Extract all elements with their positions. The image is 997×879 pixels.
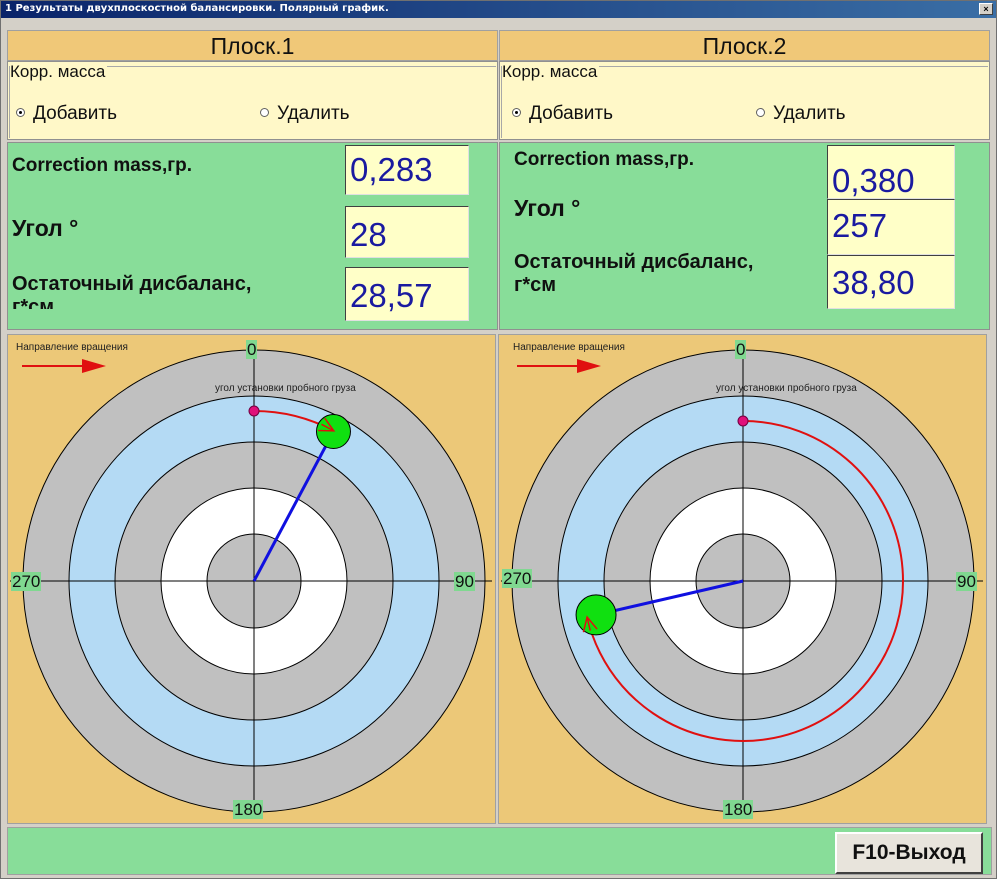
plane-2-remove-radio[interactable]: Удалить <box>756 103 846 125</box>
arc-arrowhead <box>318 417 336 432</box>
remove-label: Удалить <box>773 103 846 124</box>
correction-mass-frame <box>9 66 496 138</box>
title-bar: 1 Результаты двухплоскостной балансировк… <box>1 1 996 18</box>
correction-mass-caption: Correction mass,гр. <box>12 155 193 176</box>
angle-180-label: 180 <box>723 800 754 819</box>
correction-vector <box>595 579 744 617</box>
correction-mass-frame <box>501 66 988 138</box>
correction-mass-caption: Correction mass,гр. <box>514 149 695 170</box>
add-label: Добавить <box>529 103 613 124</box>
angle-180-label: 180 <box>233 800 264 819</box>
plane-2-results: Correction mass,гр. 0,380 Угол ° 257 Ост… <box>499 142 990 330</box>
correction-mass-label: Корр. масса <box>502 62 600 82</box>
window-title: 1 Результаты двухплоскостной балансировк… <box>5 3 389 14</box>
correction-vector <box>252 430 335 582</box>
plane-2-correction-mass-value: 0,380 <box>827 145 955 199</box>
polar-plot <box>501 345 983 817</box>
angle-90-label: 90 <box>454 572 475 591</box>
footer-bar: F10-Выход <box>7 827 992 875</box>
arc-arrowhead <box>582 615 598 633</box>
residual-caption: Остаточный дисбаланс, г*см <box>514 251 754 293</box>
plane-2-correction-mass-group: Корр. масса Добавить Удалить <box>499 61 990 140</box>
plane-2-add-radio[interactable]: Добавить <box>512 103 613 125</box>
plane-2-residual-value: 38,80 <box>827 255 955 309</box>
angle-0-label: 0 <box>735 340 747 359</box>
angle-90-label: 90 <box>956 572 977 591</box>
plane-1-correction-mass-value: 0,283 <box>345 145 469 195</box>
add-label: Добавить <box>33 103 117 124</box>
correction-weight-marker <box>575 594 617 636</box>
plane-1-remove-radio[interactable]: Удалить <box>260 103 350 125</box>
plane-2-polar-chart: Направление вращения угол установки проб… <box>498 334 987 824</box>
plane-1-add-radio[interactable]: Добавить <box>16 103 117 125</box>
angle-0-label: 0 <box>246 340 258 359</box>
angle-caption: Угол ° <box>514 195 581 221</box>
radio-checked-icon <box>16 108 25 117</box>
rotation-direction-arrow <box>517 359 601 373</box>
plane-1-correction-mass-group: Корр. масса Добавить Удалить <box>7 61 498 140</box>
residual-caption: Остаточный дисбаланс, г*см <box>12 273 252 309</box>
trial-angle-label: угол установки пробного груза <box>716 383 857 394</box>
plane-1-angle-value: 28 <box>345 206 469 258</box>
plane-1-panel: Плоск.1 Корр. масса Добавить Удалить Cor… <box>7 20 498 330</box>
close-button[interactable]: × <box>979 3 993 15</box>
plane-1-residual-value: 28,57 <box>345 267 469 321</box>
trial-to-correction-arc <box>586 420 904 742</box>
radio-checked-icon <box>512 108 521 117</box>
plane-1-results: Correction mass,гр. 0,283 Угол ° 28 Оста… <box>7 142 498 330</box>
trial-weight-dot <box>248 405 260 417</box>
exit-button[interactable]: F10-Выход <box>835 832 983 874</box>
plane-1-header: Плоск.1 <box>7 30 498 61</box>
trial-angle-label: угол установки пробного груза <box>215 383 356 394</box>
plane-1-polar-chart: Направление вращения угол установки проб… <box>7 334 496 824</box>
plane-2-angle-value: 257 <box>827 199 955 255</box>
plane-2-header: Плоск.2 <box>499 30 990 61</box>
angle-270-label: 270 <box>502 569 533 588</box>
radio-unchecked-icon <box>756 108 765 117</box>
angle-270-label: 270 <box>11 572 42 591</box>
correction-mass-label: Корр. масса <box>10 62 108 82</box>
angle-caption: Угол ° <box>12 215 79 241</box>
rotation-direction-arrow <box>22 359 106 373</box>
radio-unchecked-icon <box>260 108 269 117</box>
remove-label: Удалить <box>277 103 350 124</box>
polar-plot <box>10 345 492 817</box>
rotation-direction-label: Направление вращения <box>513 342 625 353</box>
plane-2-panel: Плоск.2 Корр. масса Добавить Удалить Cor… <box>499 20 990 330</box>
rotation-direction-label: Направление вращения <box>16 342 128 353</box>
trial-weight-dot <box>737 415 749 427</box>
